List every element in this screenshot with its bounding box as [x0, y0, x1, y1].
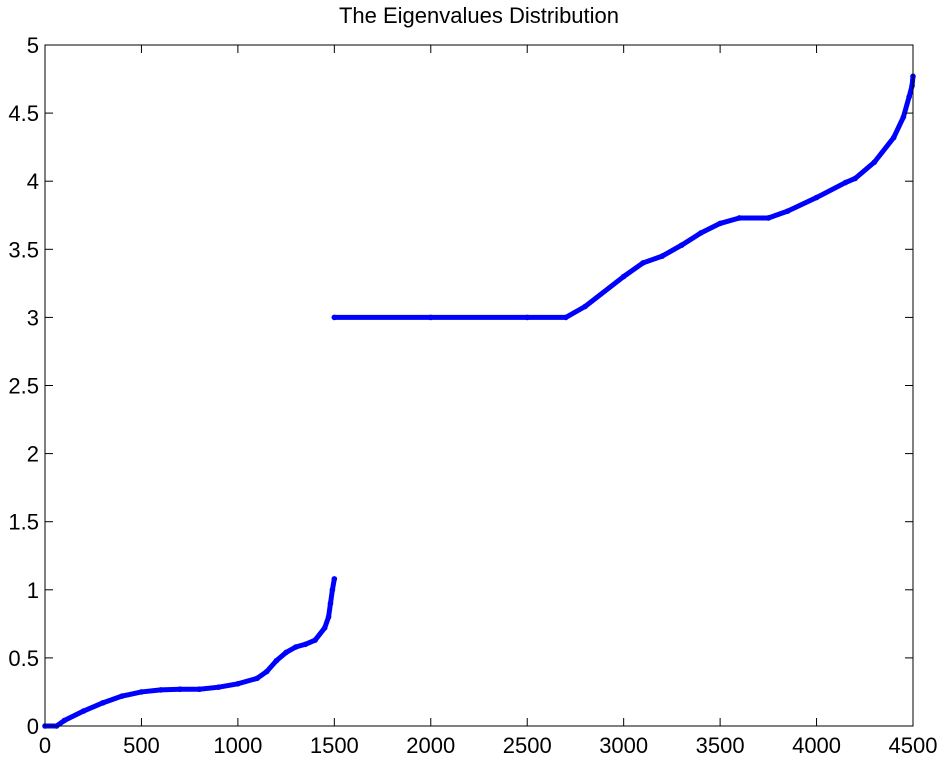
eigenvalue-point: [427, 314, 434, 321]
eigenvalue-point: [292, 644, 299, 650]
eigenvalue-point: [909, 83, 915, 89]
plot-frame: [44, 44, 914, 727]
y-tick-label: 2: [27, 442, 39, 467]
y-tick-label: 2.5: [8, 374, 39, 399]
chart-title: The Eigenvalues Distribution: [339, 3, 619, 28]
y-tick-label: 0.5: [8, 646, 39, 671]
y-tick-label: 4.5: [8, 101, 39, 126]
eigenvalue-point: [640, 260, 646, 266]
eigenvalue-series-line: [331, 73, 916, 320]
eigenvalue-point: [215, 684, 222, 690]
x-tick-label: 3500: [696, 733, 745, 758]
eigenvalue-series-line: [42, 576, 337, 729]
y-tick-label: 3.5: [8, 237, 39, 262]
eigenvalue-point: [196, 686, 203, 693]
eigenvalue-point: [900, 114, 907, 120]
eigenvalue-point: [813, 194, 820, 201]
eigenvalue-point: [177, 686, 183, 693]
eigenvalue-point: [138, 689, 145, 695]
eigenvalue-point: [302, 641, 309, 648]
eigenvalue-point: [890, 134, 897, 141]
eigenvalue-point: [329, 587, 336, 593]
eigenvalue-point: [620, 273, 627, 280]
eigenvalue-point: [61, 717, 68, 724]
x-tick-label: 500: [123, 733, 160, 758]
eigenvalue-point: [784, 208, 791, 214]
eigenvalue-point: [736, 215, 743, 221]
x-tick-label: 0: [39, 733, 51, 758]
eigenvalue-point: [678, 242, 685, 249]
eigenvalue-point: [852, 175, 858, 182]
eigenvalue-point: [906, 93, 912, 100]
eigenvalue-point: [264, 668, 270, 675]
eigenvalue-point: [100, 700, 106, 706]
y-tick-label: 1.5: [8, 510, 39, 535]
x-tick-label: 2500: [503, 733, 552, 758]
eigenvalue-point: [331, 314, 338, 321]
series-layer: [42, 73, 916, 729]
eigenvalue-point: [331, 576, 338, 582]
eigenvalue-point: [273, 657, 280, 664]
eigenvalue-point: [254, 675, 260, 682]
eigenvalue-point: [563, 314, 569, 321]
eigenvalue-point: [321, 625, 328, 631]
eigenvalue-point: [283, 649, 289, 656]
eigenvalue-point: [717, 220, 723, 227]
x-tick-label: 3000: [599, 733, 648, 758]
eigenvalue-point: [157, 687, 164, 693]
y-tick-label: 0: [27, 714, 39, 739]
eigenvalue-point: [698, 230, 704, 236]
eigenvalue-point: [871, 159, 878, 165]
x-tick-label: 2000: [406, 733, 455, 758]
eigenvalue-point: [582, 303, 588, 310]
ticks-layer: 0 500 1000 1500 2000 2500 3000 3500 4000 4500 0 0.5…: [8, 33, 937, 758]
eigenvalue-point: [119, 693, 125, 699]
x-tick-label: 1000: [213, 733, 262, 758]
x-tick-label: 4000: [792, 733, 841, 758]
y-tick-label: 1: [27, 578, 39, 603]
eigenvalue-point: [842, 179, 849, 186]
y-tick-label: 5: [27, 33, 39, 58]
eigenvalue-point: [524, 314, 531, 321]
x-tick-label: 4500: [889, 733, 938, 758]
eigenvalue-point: [765, 215, 772, 221]
eigenvalue-point: [312, 637, 318, 643]
x-tick-label: 1500: [310, 733, 359, 758]
eigenvalue-point: [80, 708, 87, 714]
y-tick-label: 3: [27, 305, 39, 330]
eigenvalue-point: [325, 614, 332, 620]
eigenvalue-point: [235, 680, 241, 687]
eigenvalue-point: [327, 600, 334, 607]
eigenvalue-point: [659, 253, 666, 259]
y-tick-label: 4: [27, 169, 39, 194]
